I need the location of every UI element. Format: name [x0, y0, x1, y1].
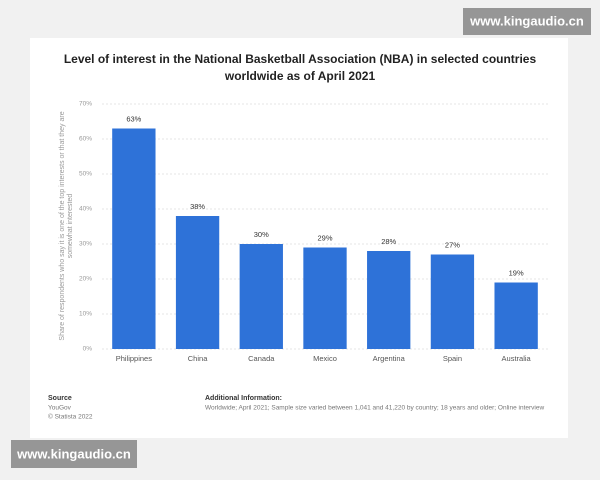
y-axis-label: Share of respondents who say it is one o…	[59, 111, 66, 340]
x-tick-label: Spain	[443, 354, 462, 363]
source-heading: Source	[48, 395, 72, 402]
x-tick-label: Philippines	[116, 354, 153, 363]
bar	[239, 244, 283, 349]
data-label: 27%	[445, 240, 460, 249]
bar	[303, 247, 347, 349]
watermark-box	[11, 440, 137, 468]
y-tick-label: 60%	[79, 136, 92, 143]
bar	[494, 282, 538, 349]
y-tick-label: 70%	[79, 101, 92, 108]
y-axis-label: somewhat interested	[67, 194, 74, 259]
y-tick-label: 10%	[79, 311, 92, 318]
source-text: © Statista 2022	[48, 413, 93, 421]
y-tick-label: 0%	[83, 346, 93, 353]
data-label: 63%	[126, 114, 141, 123]
y-tick-label: 30%	[79, 241, 92, 248]
data-label: 19%	[509, 268, 524, 277]
bar	[112, 128, 156, 349]
bar	[367, 251, 411, 349]
chart-title: worldwide as of April 2021	[224, 69, 376, 83]
bar	[430, 254, 475, 349]
x-tick-label: China	[188, 354, 208, 363]
data-label: 28%	[381, 237, 396, 246]
chart-title: Level of interest in the National Basket…	[64, 52, 537, 66]
y-tick-label: 40%	[79, 206, 92, 213]
data-label: 38%	[190, 202, 205, 211]
data-label: 30%	[254, 230, 269, 239]
x-tick-label: Australia	[502, 354, 532, 363]
x-tick-label: Argentina	[373, 354, 406, 363]
x-tick-label: Canada	[248, 354, 275, 363]
additional-info-text: Worldwide; April 2021; Sample size varie…	[205, 405, 544, 412]
data-label: 29%	[317, 233, 332, 242]
watermark-box	[463, 8, 591, 35]
watermark: www.kingaudio.cn	[16, 446, 131, 461]
watermark: www.kingaudio.cn	[469, 13, 584, 28]
y-tick-label: 20%	[79, 276, 92, 283]
chart-card	[30, 38, 568, 438]
additional-info-heading: Additional Information:	[205, 395, 282, 402]
source-text: YouGov	[48, 405, 72, 412]
bar	[175, 216, 220, 349]
x-tick-label: Mexico	[313, 354, 337, 363]
y-tick-label: 50%	[79, 171, 92, 178]
